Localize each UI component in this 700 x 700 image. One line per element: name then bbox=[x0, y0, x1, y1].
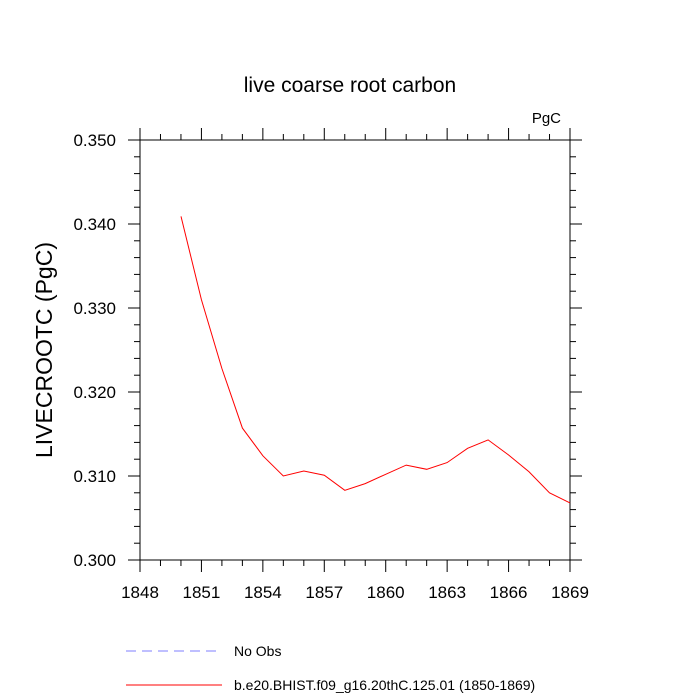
y-tick-label: 0.350 bbox=[73, 131, 116, 150]
plot-frame bbox=[139, 139, 571, 561]
series-layer bbox=[180, 216, 571, 504]
axis-ticks bbox=[128, 128, 582, 572]
x-tick-label: 1851 bbox=[183, 583, 221, 602]
y-tick-label: 0.320 bbox=[73, 383, 116, 402]
series-line bbox=[180, 216, 571, 504]
x-tick-label: 1863 bbox=[428, 583, 466, 602]
x-tick-label: 1857 bbox=[305, 583, 343, 602]
y-tick-label: 0.330 bbox=[73, 299, 116, 318]
x-tick-label: 1860 bbox=[367, 583, 405, 602]
units-label: PgC bbox=[532, 110, 561, 127]
legend-label: b.e20.BHIST.f09_g16.20thC.125.01 (1850-1… bbox=[234, 677, 535, 693]
x-tick-label: 1866 bbox=[490, 583, 528, 602]
y-tick-label: 0.310 bbox=[73, 467, 116, 486]
x-tick-label: 1869 bbox=[551, 583, 589, 602]
legend-label: No Obs bbox=[234, 643, 281, 659]
x-tick-label: 1854 bbox=[244, 583, 282, 602]
y-tick-label: 0.300 bbox=[73, 551, 116, 570]
y-tick-label: 0.340 bbox=[73, 215, 116, 234]
chart-title: live coarse root carbon bbox=[244, 74, 456, 97]
y-axis-label: LIVECROOTC (PgC) bbox=[31, 242, 57, 458]
x-tick-label: 1848 bbox=[121, 583, 159, 602]
axis-tick-labels: 1848 1851 1854 1857 1860 1863 1866 1869 0.300 0.3… bbox=[73, 131, 588, 602]
legend: No Obs b.e20.BHIST.f09_g16.20thC.125.01 (… bbox=[126, 643, 535, 693]
